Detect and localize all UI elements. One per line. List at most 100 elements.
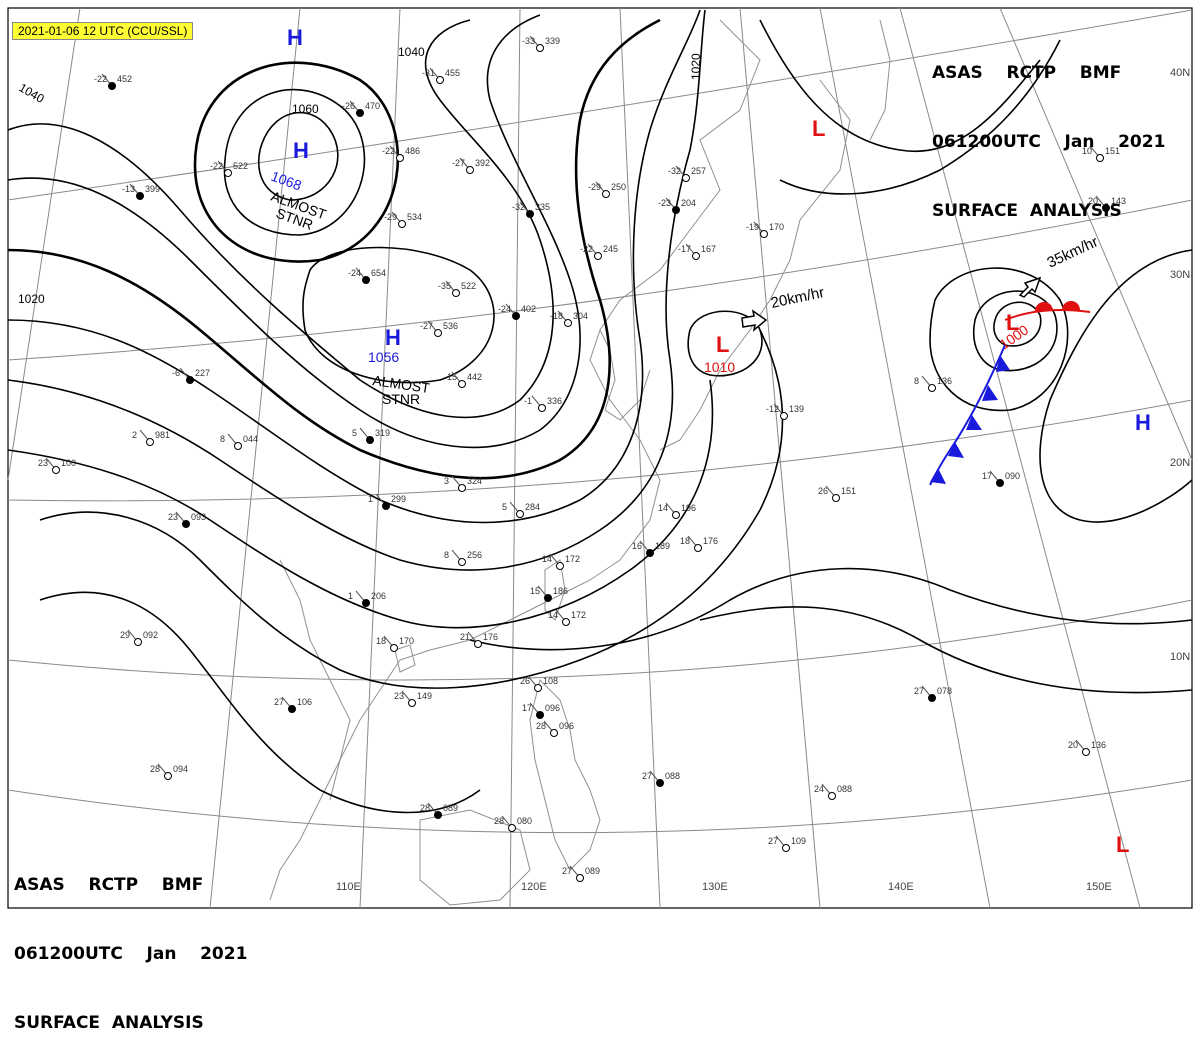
station-circle <box>672 511 680 519</box>
isobar <box>7 18 661 480</box>
isobar <box>687 310 763 377</box>
station-circle <box>382 502 390 510</box>
station-plots: -22 452-33 339-31 455-26 470-22 486-22 522-13 3… <box>38 35 1126 882</box>
isobar <box>302 246 495 384</box>
station-circle <box>458 558 466 566</box>
station-circle <box>996 479 1004 487</box>
station-circle <box>692 252 700 260</box>
station-plot: -6 227 <box>172 367 210 384</box>
station-pressure: 139 <box>789 404 804 414</box>
motion-arrow <box>1018 276 1042 298</box>
station-pressure: 522 <box>233 161 248 171</box>
lat-label: 10N <box>1170 651 1190 663</box>
station-pressure: 245 <box>603 244 618 254</box>
cold-front-tooth <box>982 385 998 401</box>
station-plot: 26 108 <box>520 675 558 692</box>
station-circle <box>408 699 416 707</box>
station-plot: -27 392 <box>452 157 490 174</box>
coast-philippines <box>529 679 601 871</box>
station-pressure: 455 <box>445 68 460 78</box>
station-circle <box>474 640 482 648</box>
station-circle <box>224 169 232 177</box>
station-plot: 27 106 <box>274 696 312 713</box>
lon-line-120e <box>509 7 521 909</box>
station-plot: 23 093 <box>168 511 206 528</box>
station-plot: -32 335 <box>512 201 550 218</box>
isobar <box>7 9 706 571</box>
station-temperature: -12 <box>766 404 779 414</box>
station-temperature: 10 <box>1082 146 1092 156</box>
station-pressure: 206 <box>371 591 386 601</box>
station-plot: -17 167 <box>678 243 716 260</box>
lat-lon-grid <box>7 7 1193 909</box>
pressure-centers: H H H L L L H L <box>287 25 1151 857</box>
isobar-label: 1040 <box>398 45 425 59</box>
station-pressure: 109 <box>791 836 806 846</box>
station-temperature: 24 <box>814 784 824 794</box>
station-temperature: -32 <box>512 202 525 212</box>
station-temperature: -24 <box>348 268 361 278</box>
station-temperature: -35 <box>438 281 451 291</box>
station-circle <box>672 206 680 214</box>
station-circle <box>146 438 154 446</box>
station-pressure: 186 <box>553 586 568 596</box>
station-temperature: 27 <box>642 771 652 781</box>
isobar <box>39 329 784 689</box>
lat-label: 40N <box>1170 67 1190 79</box>
station-plot: 24 088 <box>814 783 852 800</box>
station-temperature: 18 <box>680 536 690 546</box>
station-plot: 15 186 <box>530 585 568 602</box>
motion-arrow <box>741 309 768 332</box>
station-pressure: 392 <box>475 158 490 168</box>
low-center-label: L <box>812 116 825 141</box>
station-pressure: 654 <box>371 268 386 278</box>
station-pressure: 100 <box>61 458 76 468</box>
station-temperature: -22 <box>382 146 395 156</box>
station-circle <box>366 436 374 444</box>
station-pressure: 108 <box>543 676 558 686</box>
station-pressure: 189 <box>655 541 670 551</box>
station-plot: 8 136 <box>914 375 952 392</box>
station-circle <box>534 684 542 692</box>
station-plot: 14 172 <box>542 553 580 570</box>
station-plot: 28 096 <box>536 720 574 737</box>
station-temperature: -26 <box>342 101 355 111</box>
cold-front-line <box>929 344 1006 486</box>
station-temperature: 5 <box>352 428 357 438</box>
station-temperature: 18 <box>376 636 386 646</box>
station-circle <box>760 230 768 238</box>
station-pressure: 089 <box>585 866 600 876</box>
weather-map: H H H L L L H L 106 8 1056 1010 1000 ALMO… <box>7 7 1193 909</box>
station-circle <box>602 190 610 198</box>
isobar <box>193 61 400 263</box>
station-plot: -26 470 <box>342 100 380 117</box>
station-temperature: -18 <box>550 311 563 321</box>
station-temperature: -24 <box>498 304 511 314</box>
station-pressure: 470 <box>365 101 380 111</box>
station-pressure: 486 <box>405 146 420 156</box>
lon-line-100e <box>7 7 81 481</box>
isobar-label: 1020 <box>18 292 45 306</box>
station-pressure: 256 <box>467 550 482 560</box>
station-plot: 20 136 <box>1068 739 1106 756</box>
station-plot: -22 452 <box>94 73 132 90</box>
station-temperature: 1 <box>368 494 373 504</box>
isobar <box>7 19 554 419</box>
station-pressure: 335 <box>535 202 550 212</box>
station-temperature: 20 <box>1088 196 1098 206</box>
station-plot: 8 044 <box>220 433 258 450</box>
station-temperature: -31 <box>422 68 435 78</box>
station-circle <box>164 772 172 780</box>
coast-sakhalin <box>869 19 891 141</box>
station-plot: 28 094 <box>150 763 188 780</box>
station-temperature: -6 <box>172 368 180 378</box>
high-center-label: H <box>287 25 303 50</box>
station-circle <box>782 844 790 852</box>
station-pressure: 319 <box>375 428 390 438</box>
station-pressure: 089 <box>443 803 458 813</box>
station-plot: -31 455 <box>422 67 460 84</box>
station-temperature: 27 <box>768 836 778 846</box>
station-plot: 27 089 <box>562 865 600 882</box>
station-pressure: 196 <box>681 503 696 513</box>
station-pressure: 250 <box>611 182 626 192</box>
